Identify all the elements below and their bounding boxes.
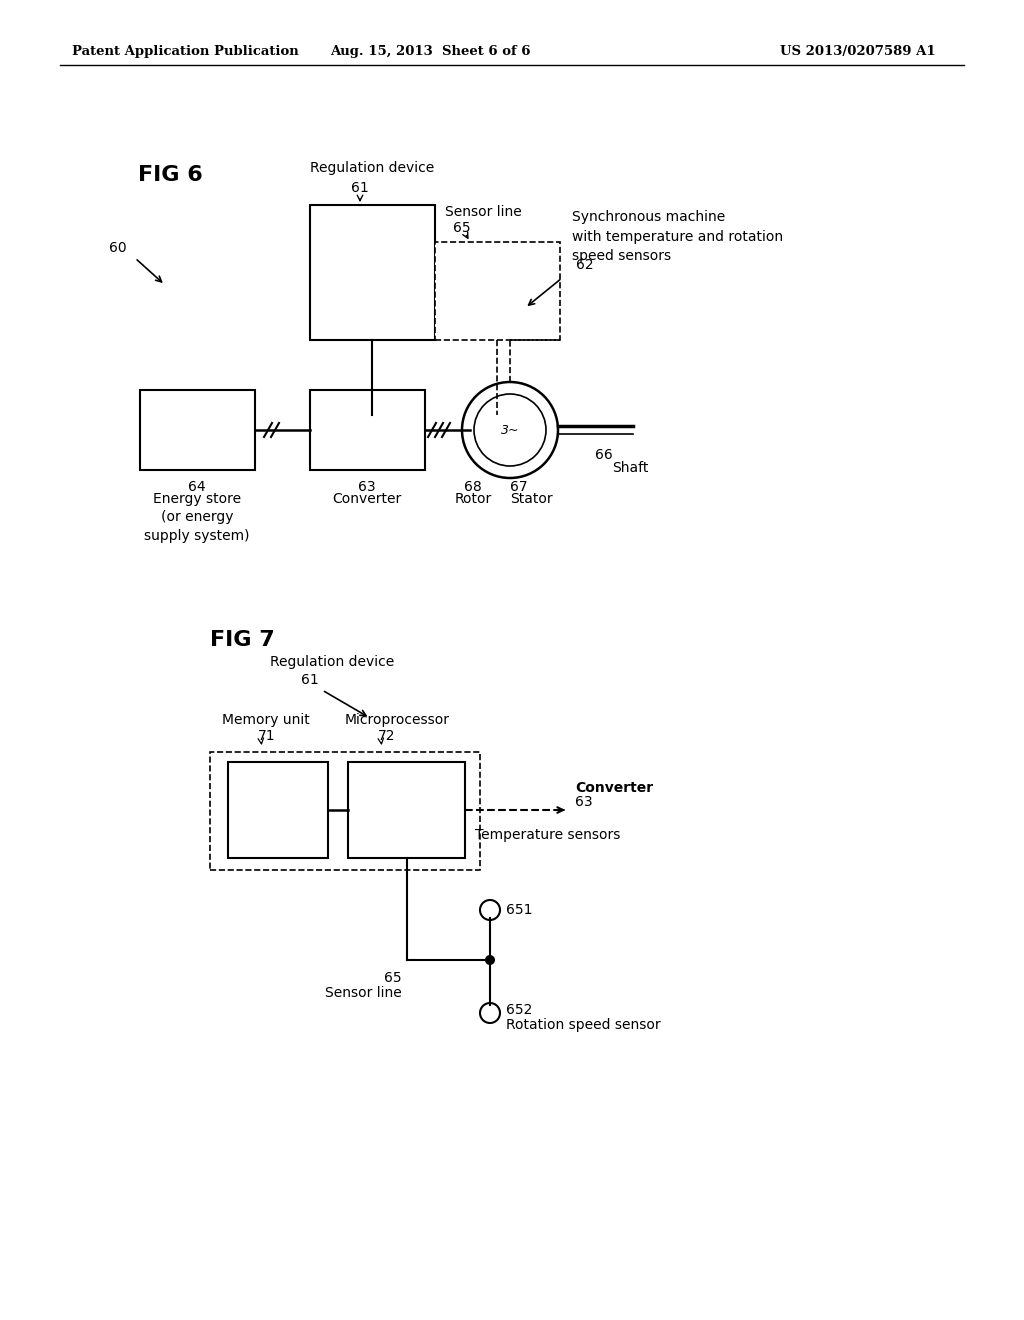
Text: Shaft: Shaft [612,461,648,475]
Text: 61: 61 [301,673,318,686]
Text: 64: 64 [188,480,206,494]
Text: Synchronous machine
with temperature and rotation
speed sensors: Synchronous machine with temperature and… [572,210,783,263]
Circle shape [462,381,558,478]
Text: 72: 72 [378,729,395,743]
Text: Aug. 15, 2013  Sheet 6 of 6: Aug. 15, 2013 Sheet 6 of 6 [330,45,530,58]
Text: Energy store
(or energy
supply system): Energy store (or energy supply system) [144,492,250,543]
Text: 651: 651 [506,903,532,917]
Text: US 2013/0207589 A1: US 2013/0207589 A1 [780,45,936,58]
Circle shape [480,1003,500,1023]
Text: Sensor line: Sensor line [325,986,401,1001]
Text: 60: 60 [110,242,127,255]
Text: 66: 66 [595,447,612,462]
Text: 62: 62 [575,257,594,272]
Text: Converter: Converter [575,781,653,795]
Bar [435,242,560,341]
Text: FIG 7: FIG 7 [210,630,274,649]
Text: Regulation device: Regulation device [310,161,434,176]
Bar [228,762,328,858]
Text: Temperature sensors: Temperature sensors [475,828,621,842]
Circle shape [480,900,500,920]
Bar [310,205,435,341]
Bar [348,762,465,858]
Text: Stator: Stator [510,492,553,506]
Bar [310,389,425,470]
Text: 63: 63 [358,480,376,494]
Text: Regulation device: Regulation device [270,655,394,669]
Text: FIG 6: FIG 6 [138,165,203,185]
Text: Rotation speed sensor: Rotation speed sensor [506,1018,660,1032]
Text: 71: 71 [258,729,275,743]
Bar [140,389,255,470]
Text: 63: 63 [575,795,593,809]
Text: 68: 68 [464,480,482,494]
Circle shape [485,954,495,965]
Text: Microprocessor: Microprocessor [345,713,450,727]
Text: 3~: 3~ [501,424,519,437]
Text: 61: 61 [351,181,369,195]
Text: Sensor line: Sensor line [445,205,522,219]
Text: Converter: Converter [333,492,401,506]
Text: 652: 652 [506,1003,532,1016]
Text: 65: 65 [453,220,471,235]
Text: 67: 67 [510,480,527,494]
Bar [210,752,480,870]
Circle shape [474,393,546,466]
Text: Patent Application Publication: Patent Application Publication [72,45,299,58]
Text: Rotor: Rotor [455,492,492,506]
Text: 65: 65 [384,972,401,985]
Text: Memory unit: Memory unit [222,713,309,727]
